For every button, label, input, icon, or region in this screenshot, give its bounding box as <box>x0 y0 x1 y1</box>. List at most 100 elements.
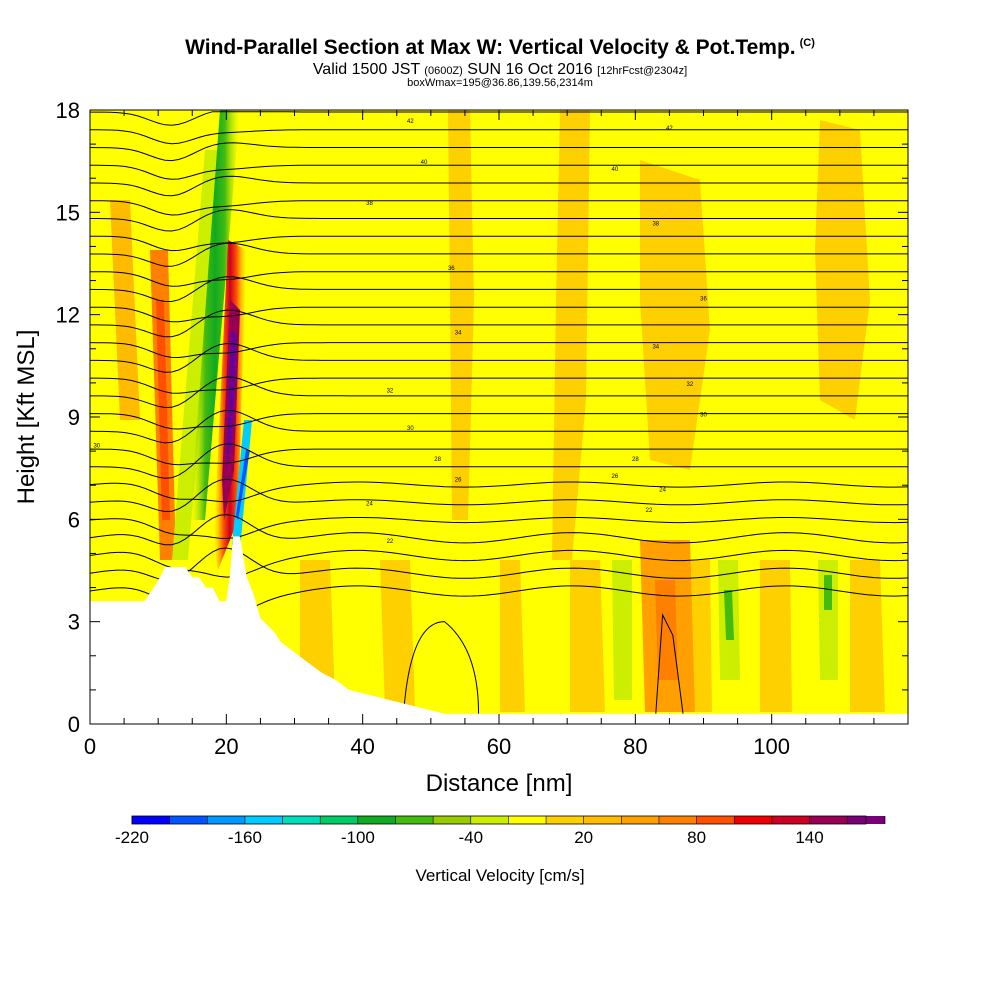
theta-contour-label: 42 <box>666 126 673 132</box>
positive-velocity-column <box>640 160 710 470</box>
colorbar-swatch <box>320 816 359 824</box>
theta-contour-label: 40 <box>421 160 428 166</box>
colorbar: -220 -160 -100 -40 20 80 140 Vertical Velocity … <box>115 815 886 885</box>
theta-contour-label: 22 <box>646 508 653 514</box>
x-tick-label: 0 <box>84 734 96 759</box>
theta-contour-label: 30 <box>93 443 100 449</box>
colorbar-swatch <box>132 816 171 824</box>
negative-velocity-column <box>824 575 832 610</box>
colorbar-swatch <box>357 816 396 824</box>
positive-velocity-column <box>850 560 885 712</box>
positive-velocity-column <box>815 120 870 420</box>
positive-velocity-column <box>655 580 678 680</box>
downdraft-core <box>236 450 250 520</box>
theta-contour-label: 34 <box>455 331 462 337</box>
colorbar-swatch <box>433 816 472 824</box>
theta-contour-line <box>90 413 908 430</box>
theta-contour-line <box>90 409 908 444</box>
terrain <box>90 536 908 724</box>
velocity-fill-layer <box>110 110 885 712</box>
y-tick-label: 3 <box>68 610 80 635</box>
colorbar-swatch <box>621 816 660 824</box>
colorbar-swatch <box>583 816 622 824</box>
colorbar-tick-label: -40 <box>458 828 483 847</box>
theta-contour-line <box>90 271 908 287</box>
theta-contour-line <box>90 235 908 252</box>
colorbar-tick-label: 80 <box>687 828 706 847</box>
theta-contour-line <box>90 142 908 162</box>
theta-contour-label: 22 <box>387 539 394 545</box>
theta-contour-line <box>90 276 908 302</box>
y-tick-label: 18 <box>56 98 80 123</box>
chart-title-text: Wind-Parallel Section at Max W: Vertical… <box>185 36 796 59</box>
copyright-mark: (C) <box>799 37 815 49</box>
colorbar-tick-label: -160 <box>228 828 262 847</box>
colorbar-tick-label: 20 <box>574 828 593 847</box>
chart-title: Wind-Parallel Section at Max W: Vertical… <box>0 36 1000 60</box>
theta-contour-line <box>90 342 908 373</box>
colorbar-swatch <box>809 816 848 824</box>
positive-velocity-column <box>552 110 590 560</box>
colorbar-swatch <box>508 816 547 824</box>
x-axis-label: Distance [nm] <box>426 770 573 797</box>
theta-contour-label: 32 <box>387 389 394 395</box>
theta-contour-line <box>90 514 908 546</box>
x-tick-label: 20 <box>214 734 238 759</box>
theta-contour-label: 32 <box>687 382 694 388</box>
theta-contour-line <box>90 342 908 359</box>
theta-contour-label: 42 <box>407 119 414 125</box>
box-wmax-info: boxWmax=195@36.86,139.56,2314m <box>407 77 593 89</box>
colorbar-swatch <box>658 816 698 824</box>
colorbar-tick-label: -100 <box>341 828 375 847</box>
colorbar-frame <box>131 815 867 825</box>
positive-velocity-column <box>570 560 605 712</box>
theta-contour-line <box>90 129 908 145</box>
positive-velocity-column <box>380 560 415 710</box>
colorbar-swatch <box>207 816 246 824</box>
theta-contour-label: 40 <box>612 167 619 173</box>
colorbar-tick-label: 140 <box>795 828 823 847</box>
theta-contour-line <box>90 517 908 540</box>
theta-contour-line <box>90 547 908 581</box>
x-tick-label: 80 <box>623 734 647 759</box>
theta-contour-label: 24 <box>366 501 373 507</box>
theta-contour-label: 24 <box>659 488 666 494</box>
theta-contour-label: 28 <box>632 457 639 463</box>
theta-contour-line <box>90 478 908 513</box>
x-tick-label: 100 <box>753 734 790 759</box>
y-tick-label: 12 <box>56 303 80 328</box>
theta-contour-line <box>90 376 908 409</box>
valid-utc: (0600Z) <box>424 65 463 77</box>
valid-date: SUN 16 Oct 2016 <box>467 61 593 78</box>
theta-contour-line <box>90 164 908 180</box>
theta-contour-line <box>90 377 908 394</box>
y-tick-label: 15 <box>56 200 80 225</box>
theta-contour-line <box>90 175 908 197</box>
forecast-info: [12hrFcst@2304z] <box>597 65 688 77</box>
y-tick-label: 9 <box>68 405 80 430</box>
theta-contour-label: 38 <box>366 201 373 207</box>
theta-contour-line <box>90 448 908 466</box>
theta-contour-line <box>90 549 908 578</box>
theta-contour-line <box>90 309 908 338</box>
positive-velocity-column <box>500 560 525 712</box>
positive-velocity-column <box>760 560 792 712</box>
theta-contour-label: 34 <box>652 344 659 350</box>
theta-contour-line <box>90 200 908 216</box>
theta-contour-label: 36 <box>700 297 707 303</box>
colorbar-label: Vertical Velocity [cm/s] <box>415 866 584 885</box>
theta-contour-line <box>90 306 908 323</box>
theta-contour-label: 28 <box>434 457 441 463</box>
colorbar-swatch <box>282 816 321 824</box>
theta-contour-line <box>90 209 908 232</box>
theta-contour-label: 30 <box>700 413 707 419</box>
colorbar-swatch <box>470 816 509 824</box>
colorbar-swatch <box>169 816 208 824</box>
theta-contour-line <box>655 612 684 714</box>
colorbar-swatch <box>734 816 773 824</box>
y-tick-label: 0 <box>68 712 80 737</box>
colorbar-swatch <box>546 816 585 824</box>
negative-velocity-column <box>190 110 240 520</box>
